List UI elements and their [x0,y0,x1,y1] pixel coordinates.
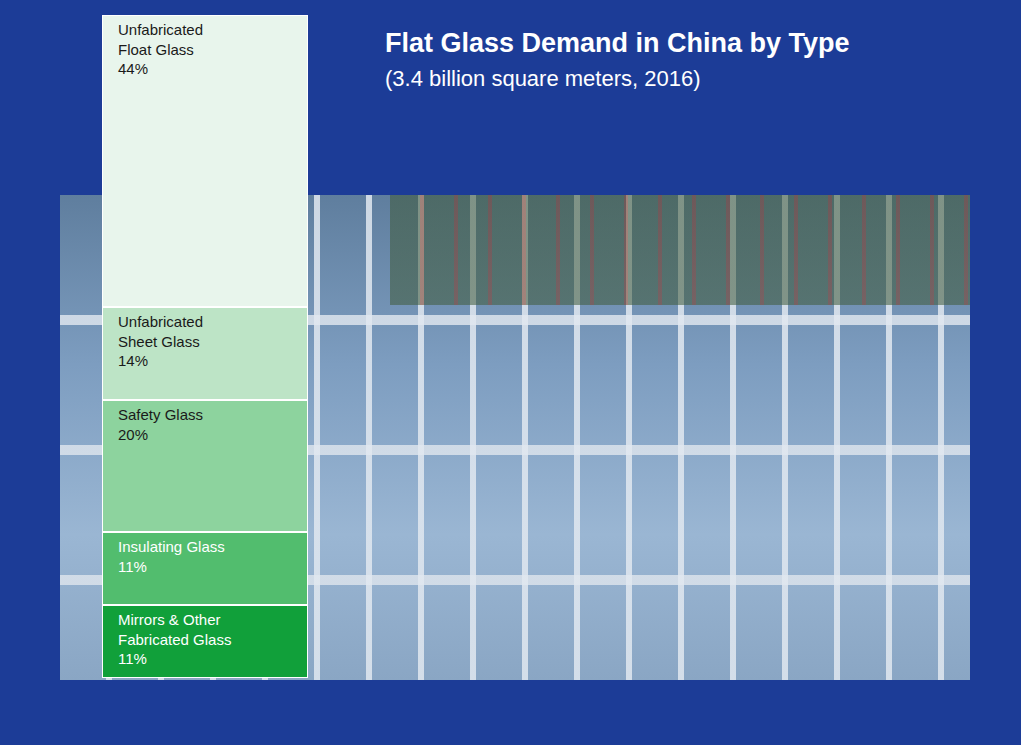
svg-text:Flat Glass Demand in China by: Flat Glass Demand in China by Type [385,28,850,58]
svg-text:Insulating Glass11%: Insulating Glass11% [118,538,225,575]
svg-text:(3.4 billion square meters, 20: (3.4 billion square meters, 2016) [385,66,701,91]
svg-text:Mirrors & OtherFabricated Glas: Mirrors & OtherFabricated Glass11% [118,611,231,667]
svg-text:UnfabricatedFloat Glass44%: UnfabricatedFloat Glass44% [118,21,203,77]
svg-text:UnfabricatedSheet Glass14%: UnfabricatedSheet Glass14% [118,313,203,369]
svg-text:Safety Glass20%: Safety Glass20% [118,406,203,443]
